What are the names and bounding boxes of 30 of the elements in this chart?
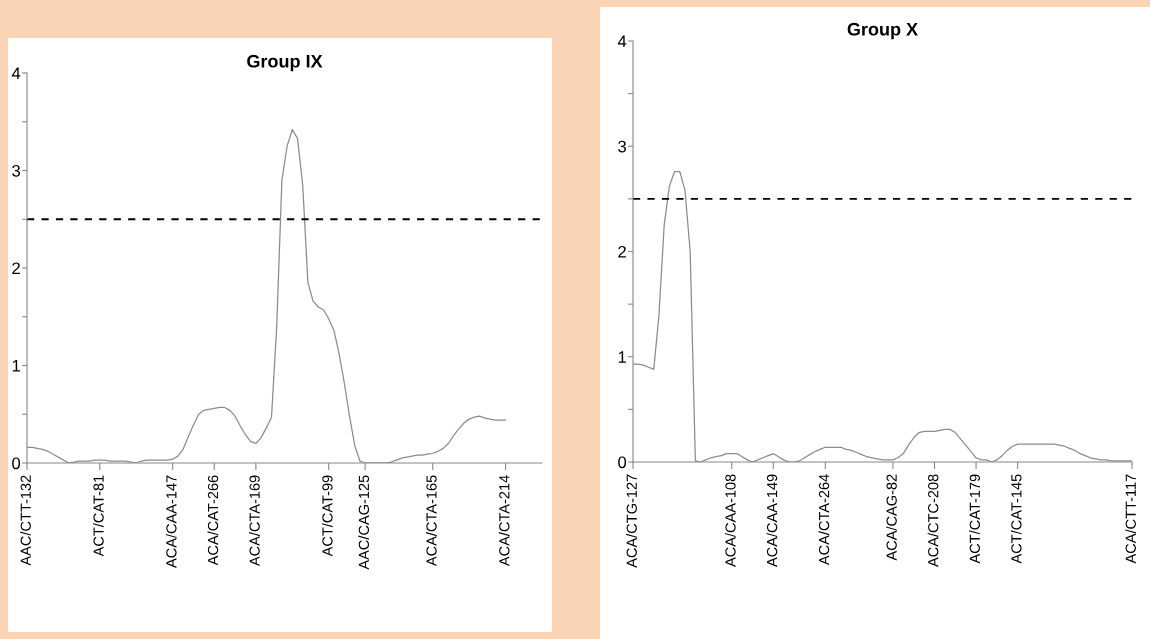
x-tick-label: ACA/CTC-208 — [927, 474, 939, 567]
x-tick-label: ACA/CAA-149 — [766, 474, 778, 567]
x-tick-label: ACA/CTA-169 — [249, 475, 260, 567]
y-tick-label: 3 — [12, 164, 21, 177]
y-tick-label: 2 — [12, 262, 20, 275]
y-tick-label: 0 — [618, 456, 627, 469]
x-tick-label: ACA/CTA-214 — [498, 475, 510, 567]
x-tick-label: ACA/CAG-82 — [886, 474, 897, 561]
x-tick-label: ACT/CAT-81 — [93, 475, 104, 557]
chart-title: Group X — [847, 22, 918, 40]
x-tick-label: ACA/CTA-165 — [425, 475, 437, 567]
y-tick-label: 1 — [618, 351, 626, 363]
y-tick-label: 4 — [617, 35, 627, 48]
y-tick-label: 3 — [618, 140, 627, 153]
x-tick-label: AAC/CTT-132 — [20, 475, 31, 566]
x-tick-label: ACT/CAT-99 — [321, 475, 333, 557]
x-tick-label: ACT/CAT-145 — [1010, 474, 1022, 564]
y-tick-label: 0 — [12, 457, 21, 470]
chart-title: Group IX — [247, 54, 323, 72]
x-tick-label: ACA/CAA-108 — [724, 474, 736, 567]
x-tick-label: ACA/CTT-117 — [1125, 474, 1136, 564]
x-tick-label: AAC/CAG-125 — [358, 475, 370, 570]
y-tick-label: 4 — [11, 67, 21, 80]
x-tick-label: ACA/CAA-147 — [165, 475, 177, 568]
x-tick-label: ACA/CAT-266 — [207, 475, 219, 566]
x-tick-label: ACT/CAT-179 — [969, 474, 980, 564]
y-tick-label: 1 — [12, 360, 20, 372]
y-tick-label: 2 — [618, 245, 626, 258]
x-tick-label: ACA/CTA-264 — [818, 474, 830, 566]
x-tick-label: ACA/CTG-127 — [626, 474, 637, 568]
